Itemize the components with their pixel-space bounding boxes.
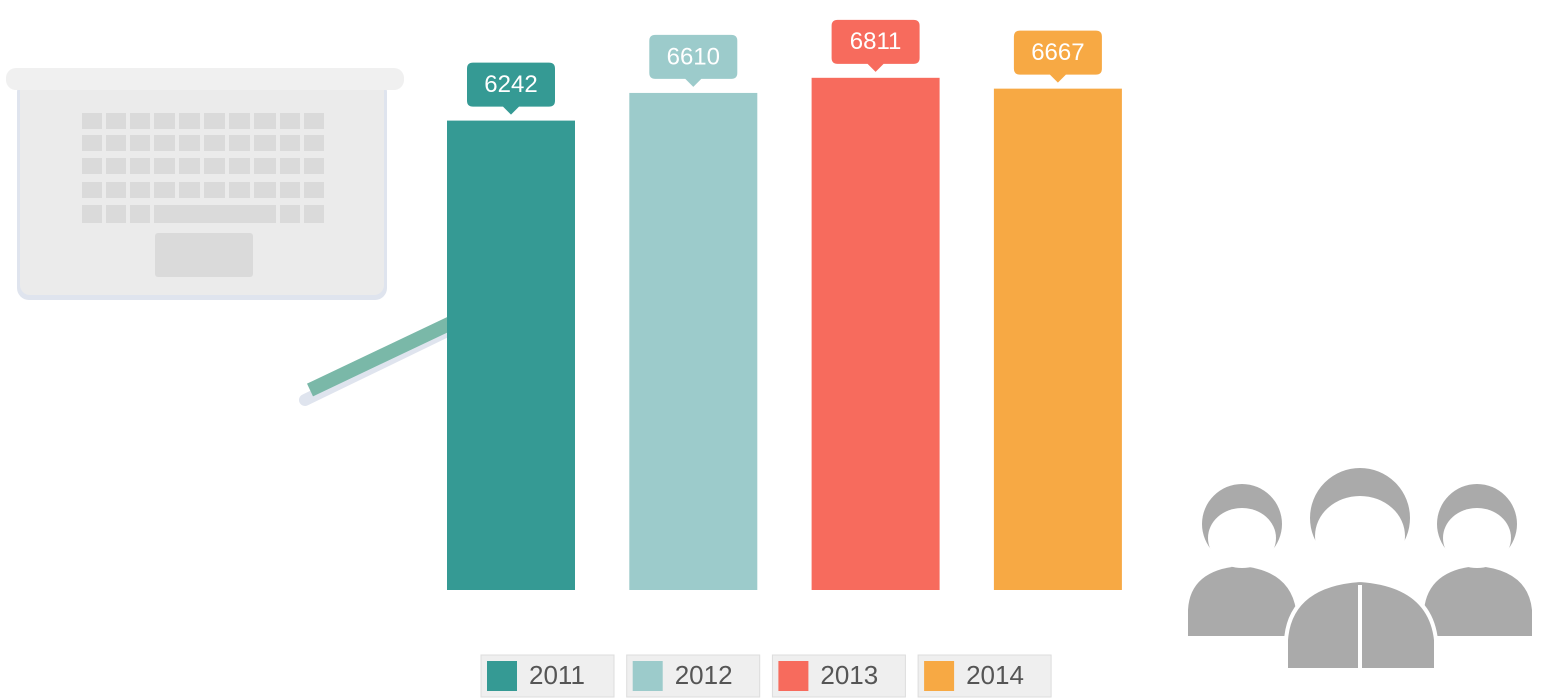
value-label: 6811 (850, 28, 902, 55)
chart: 6242 2011 6610 2012 6811 2013 6667 2014 (0, 0, 1543, 698)
legend-label: 2011 (529, 660, 585, 690)
bar (994, 89, 1122, 590)
value-label: 6610 (667, 43, 720, 70)
legend-swatch (778, 661, 808, 691)
legend-swatch (633, 661, 663, 691)
bar (447, 121, 575, 590)
legend-label: 2012 (675, 660, 733, 690)
pen-illustration (305, 314, 470, 400)
people-illustration (1188, 466, 1532, 670)
legend-label: 2014 (966, 660, 1024, 690)
legend-label: 2013 (820, 660, 878, 690)
bar (812, 78, 940, 590)
legend-swatch (487, 661, 517, 691)
laptop-illustration (6, 68, 404, 300)
page: 62422011661020126811201366672014 (() => … (0, 0, 1543, 698)
legend-swatch (924, 661, 954, 691)
value-label: 6242 (484, 71, 537, 98)
bar (629, 93, 757, 590)
value-label: 6667 (1031, 39, 1084, 66)
